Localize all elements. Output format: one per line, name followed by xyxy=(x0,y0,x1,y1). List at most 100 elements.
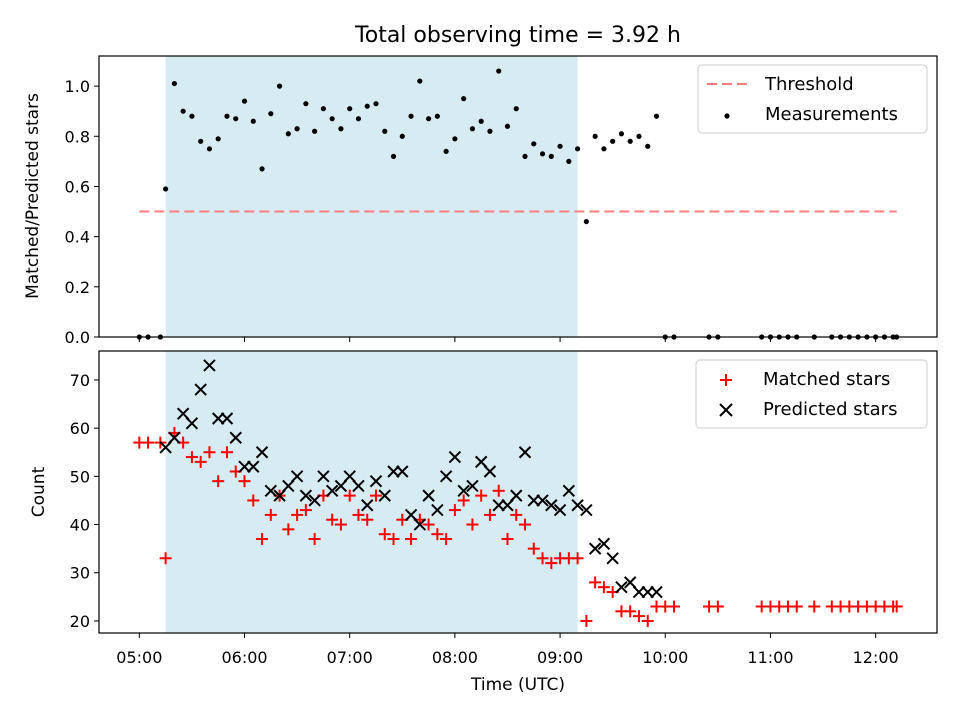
measurement-point xyxy=(566,158,572,164)
predicted-star-point xyxy=(264,484,278,498)
measurement-point xyxy=(215,136,221,142)
predicted-star-point xyxy=(212,412,225,425)
predicted-star-point xyxy=(361,499,374,512)
measurement-point xyxy=(303,101,309,107)
predicted-star-point xyxy=(273,489,286,502)
predicted-star-point xyxy=(369,474,383,488)
measurement-point xyxy=(250,118,256,124)
predicted-star-point xyxy=(483,465,497,478)
matched-star-point xyxy=(185,451,198,464)
top-axes-frame xyxy=(98,55,938,338)
matched-star-point xyxy=(361,513,374,526)
legend-predicted-label: Predicted stars xyxy=(763,399,897,420)
measurement-point xyxy=(373,101,379,107)
matched-star-point xyxy=(387,533,400,545)
predicted-star-point xyxy=(501,499,514,512)
predicted-star-point xyxy=(396,465,409,478)
measurement-point xyxy=(513,106,519,112)
predicted-star-point xyxy=(159,441,172,454)
predicted-star-point xyxy=(185,417,199,430)
matched-star-point xyxy=(352,508,365,521)
matched-star-point xyxy=(422,518,435,531)
measurement-point xyxy=(180,108,186,114)
measurement-point xyxy=(636,133,642,139)
predicted-star-point xyxy=(238,460,251,473)
matched-star-point xyxy=(159,552,172,565)
y-tick-label: 20 xyxy=(70,612,90,631)
predicted-star-point xyxy=(220,412,234,425)
bottom-y-axis-label: Count xyxy=(29,466,49,517)
measurement-point xyxy=(443,148,449,154)
measurement-point xyxy=(399,133,405,139)
observing-window-bottom xyxy=(165,351,578,633)
measurement-point xyxy=(206,146,213,152)
y-tick-label: 0.8 xyxy=(65,127,90,146)
matched-star-point xyxy=(790,600,803,613)
matched-star-point xyxy=(890,600,903,613)
measurement-point xyxy=(504,123,511,129)
predicted-star-point xyxy=(606,552,619,565)
predicted-star-point xyxy=(650,585,663,599)
matched-star-point xyxy=(194,455,207,468)
measurement-point xyxy=(268,111,274,117)
predicted-star-point xyxy=(176,407,190,420)
measurement-point xyxy=(425,116,432,122)
measurement-point xyxy=(390,153,397,159)
measurement-point xyxy=(487,128,493,134)
measurement-point xyxy=(469,126,476,132)
y-tick-label: 70 xyxy=(70,371,90,390)
x-tick-label: 07:00 xyxy=(327,648,373,667)
measurement-point xyxy=(583,218,589,225)
measurement-point xyxy=(198,138,204,144)
measurement-point xyxy=(601,146,607,152)
predicted-star-point xyxy=(623,576,637,589)
matched-star-point xyxy=(326,513,339,526)
matched-star-point xyxy=(256,533,269,545)
matched-star-point xyxy=(299,504,312,517)
measurement-point xyxy=(645,143,651,149)
measurement-point xyxy=(259,166,265,172)
measurement-point xyxy=(320,106,327,112)
predicted-star-point xyxy=(290,470,304,483)
measurement-point xyxy=(285,131,291,137)
measurement-point xyxy=(189,113,195,119)
predicted-star-point xyxy=(194,383,207,396)
x-axis-label: Time (UTC) xyxy=(470,675,565,695)
matched-star-point xyxy=(632,610,645,623)
predicted-star-point xyxy=(387,465,400,478)
predicted-star-point xyxy=(632,585,646,599)
x-tick-label: 10:00 xyxy=(642,648,688,667)
predicted-star-point xyxy=(317,470,330,483)
bottom-axes-frame xyxy=(98,350,938,634)
legend-matched-label: Matched stars xyxy=(763,369,890,390)
predicted-star-point xyxy=(527,494,540,507)
measurement-point xyxy=(434,113,440,119)
matched-star-point xyxy=(492,484,505,497)
matched-star-point xyxy=(545,557,558,570)
predicted-star-point xyxy=(466,479,479,493)
matched-star-point xyxy=(571,552,584,565)
matched-star-point xyxy=(212,475,225,488)
matched-star-point xyxy=(536,552,549,565)
matched-star-point xyxy=(431,528,444,541)
top-x-ticks xyxy=(138,337,877,342)
x-tick-label: 06:00 xyxy=(221,648,267,667)
predicted-star-point xyxy=(203,359,216,372)
matched-star-point xyxy=(457,494,470,507)
measurement-point xyxy=(461,96,467,102)
matched-star-point xyxy=(519,518,532,531)
matched-star-point xyxy=(247,494,260,507)
predicted-star-point xyxy=(247,460,260,473)
legend-predicted-swatch xyxy=(719,403,733,417)
predicted-star-point xyxy=(404,508,418,522)
matched-star-point xyxy=(308,533,321,545)
matched-star-point xyxy=(668,600,681,613)
measurement-point xyxy=(522,153,528,159)
predicted-star-point xyxy=(229,431,242,444)
chart-title: Total observing time = 3.92 h xyxy=(354,23,681,48)
matched-star-point xyxy=(448,504,461,517)
measurement-point xyxy=(382,128,388,134)
predicted-star-point xyxy=(580,503,593,517)
matched-star-point xyxy=(501,533,514,545)
measurement-point xyxy=(452,136,458,142)
